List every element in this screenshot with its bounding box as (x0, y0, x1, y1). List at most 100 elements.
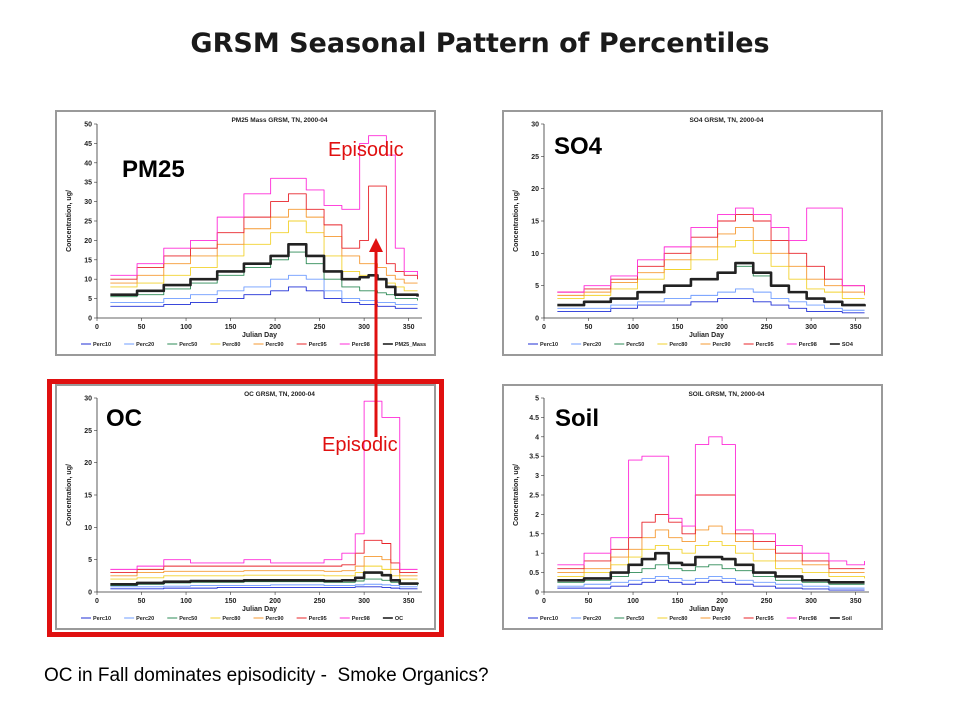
x-tick-label: 0 (95, 324, 99, 331)
oc-highlight-frame (47, 379, 444, 637)
y-tick-label: 20 (531, 186, 539, 193)
series-line-perc80 (557, 239, 865, 300)
x-tick-label: 200 (716, 598, 728, 605)
x-tick-label: 150 (672, 598, 684, 605)
y-tick-label: 0 (535, 316, 539, 323)
y-tick-label: 20 (84, 460, 92, 467)
chart-panel-soil: SOIL GRSM, TN, 2000-04 0 0.5 1 1.5 2 2.5 3 3.5 4 4… (502, 384, 883, 630)
chart-title: SOIL GRSM, TN, 2000-04 (688, 391, 764, 398)
legend-label: Perc98 (799, 616, 817, 622)
chart-title: OC GRSM, TN, 2000-04 (244, 391, 315, 398)
legend-label: Perc90 (713, 616, 731, 622)
x-tick-label: 300 (358, 324, 370, 331)
y-tick-label: 30 (84, 396, 92, 403)
y-tick-label: 40 (84, 160, 92, 167)
series-line-so4 (557, 261, 866, 307)
caption: OC in Fall dominates episodicity - Smoke… (44, 665, 489, 686)
legend-label: Perc95 (309, 616, 327, 622)
y-tick-label: 5 (535, 396, 539, 403)
legend-label: Perc95 (756, 616, 774, 622)
legend-label: Perc20 (136, 616, 154, 622)
x-tick-label: 0 (542, 598, 546, 605)
series-line-perc95 (110, 185, 418, 280)
x-tick-label: 0 (95, 598, 99, 605)
y-tick-label: 10 (531, 251, 539, 258)
series-line-perc10 (110, 286, 418, 309)
legend-label: Perc50 (179, 342, 197, 348)
series-line-perc98 (110, 135, 418, 276)
legend-label: Soil (842, 616, 853, 622)
x-tick-label: 350 (403, 598, 415, 605)
series-line-pm25-mass (110, 242, 419, 297)
x-tick-label: 100 (180, 324, 192, 331)
chart-title: SO4 GRSM, TN, 2000-04 (689, 117, 763, 124)
series-line-perc20 (110, 274, 418, 305)
series-line-perc20 (557, 288, 865, 311)
series-line-perc80 (110, 220, 418, 292)
legend-label: Perc10 (540, 342, 558, 348)
y-tick-label: 15 (531, 219, 539, 226)
y-tick-label: 25 (84, 219, 92, 226)
x-tick-label: 250 (314, 598, 326, 605)
legend-label: SO4 (842, 342, 854, 348)
y-tick-label: 10 (84, 525, 92, 532)
series-line-perc80 (110, 565, 418, 580)
y-tick-label: 5 (88, 557, 92, 564)
series-line-perc10 (110, 586, 418, 590)
x-tick-label: 200 (269, 598, 281, 605)
series-line-perc90 (110, 208, 418, 284)
chart-panel-pm25: PM25 Mass GRSM, TN, 2000-04 0 5 10 15 20 25 30 3… (55, 110, 436, 356)
series-line-oc (110, 571, 419, 586)
legend-label: Perc10 (93, 342, 111, 348)
y-tick-label: 2.5 (529, 493, 539, 500)
x-axis-title: Julian Day (242, 606, 277, 613)
legend-label: Perc10 (540, 616, 558, 622)
x-tick-label: 50 (585, 598, 593, 605)
legend-label: PM25_Mass (395, 342, 426, 348)
x-axis-title: Julian Day (242, 332, 277, 339)
legend-label: Perc20 (583, 616, 601, 622)
y-axis-title: Concentration, ug/ (513, 464, 520, 526)
series-line-perc10 (557, 579, 865, 591)
y-tick-label: 35 (84, 180, 92, 187)
legend-label: Perc50 (626, 342, 644, 348)
x-tick-label: 50 (138, 598, 146, 605)
y-tick-label: 50 (84, 122, 92, 129)
x-tick-label: 100 (627, 598, 639, 605)
x-axis-title: Julian Day (689, 332, 724, 339)
chart-panel-so4: SO4 GRSM, TN, 2000-04 0 5 10 15 20 25 30 0 50 100 1… (502, 110, 883, 356)
legend-label: Perc80 (669, 342, 687, 348)
x-tick-label: 0 (542, 324, 546, 331)
y-tick-label: 0.5 (529, 570, 539, 577)
y-tick-label: 25 (531, 154, 539, 161)
y-tick-label: 1.5 (529, 531, 539, 538)
x-tick-label: 150 (225, 324, 237, 331)
x-tick-label: 300 (805, 598, 817, 605)
legend-label: Perc95 (756, 342, 774, 348)
legend-label: Perc50 (626, 616, 644, 622)
series-line-perc98 (557, 207, 865, 293)
y-tick-label: 10 (84, 277, 92, 284)
slide-title: GRSM Seasonal Pattern of Percentiles (190, 28, 770, 59)
legend-label: Perc98 (799, 342, 817, 348)
pm25-chart: PM25 Mass GRSM, TN, 2000-04 0 5 10 15 20 25 30 3… (66, 117, 426, 348)
y-tick-label: 45 (84, 141, 92, 148)
y-axis-title: Concentration, ug/ (66, 190, 73, 252)
legend-label: Perc90 (266, 342, 284, 348)
legend-label: Perc20 (583, 342, 601, 348)
legend-label: Perc50 (179, 616, 197, 622)
series-line-perc20 (557, 576, 865, 589)
episodic-annotation-top: Episodic (328, 139, 404, 161)
x-tick-label: 150 (672, 324, 684, 331)
legend-label: Perc90 (713, 342, 731, 348)
y-tick-label: 25 (84, 428, 92, 435)
episodic-annotation-bottom: Episodic (322, 434, 398, 456)
x-tick-label: 50 (138, 324, 146, 331)
series-line-perc50 (110, 251, 418, 301)
x-tick-label: 100 (180, 598, 192, 605)
legend-label: Perc90 (266, 616, 284, 622)
x-tick-label: 350 (850, 324, 862, 331)
x-tick-label: 350 (850, 598, 862, 605)
